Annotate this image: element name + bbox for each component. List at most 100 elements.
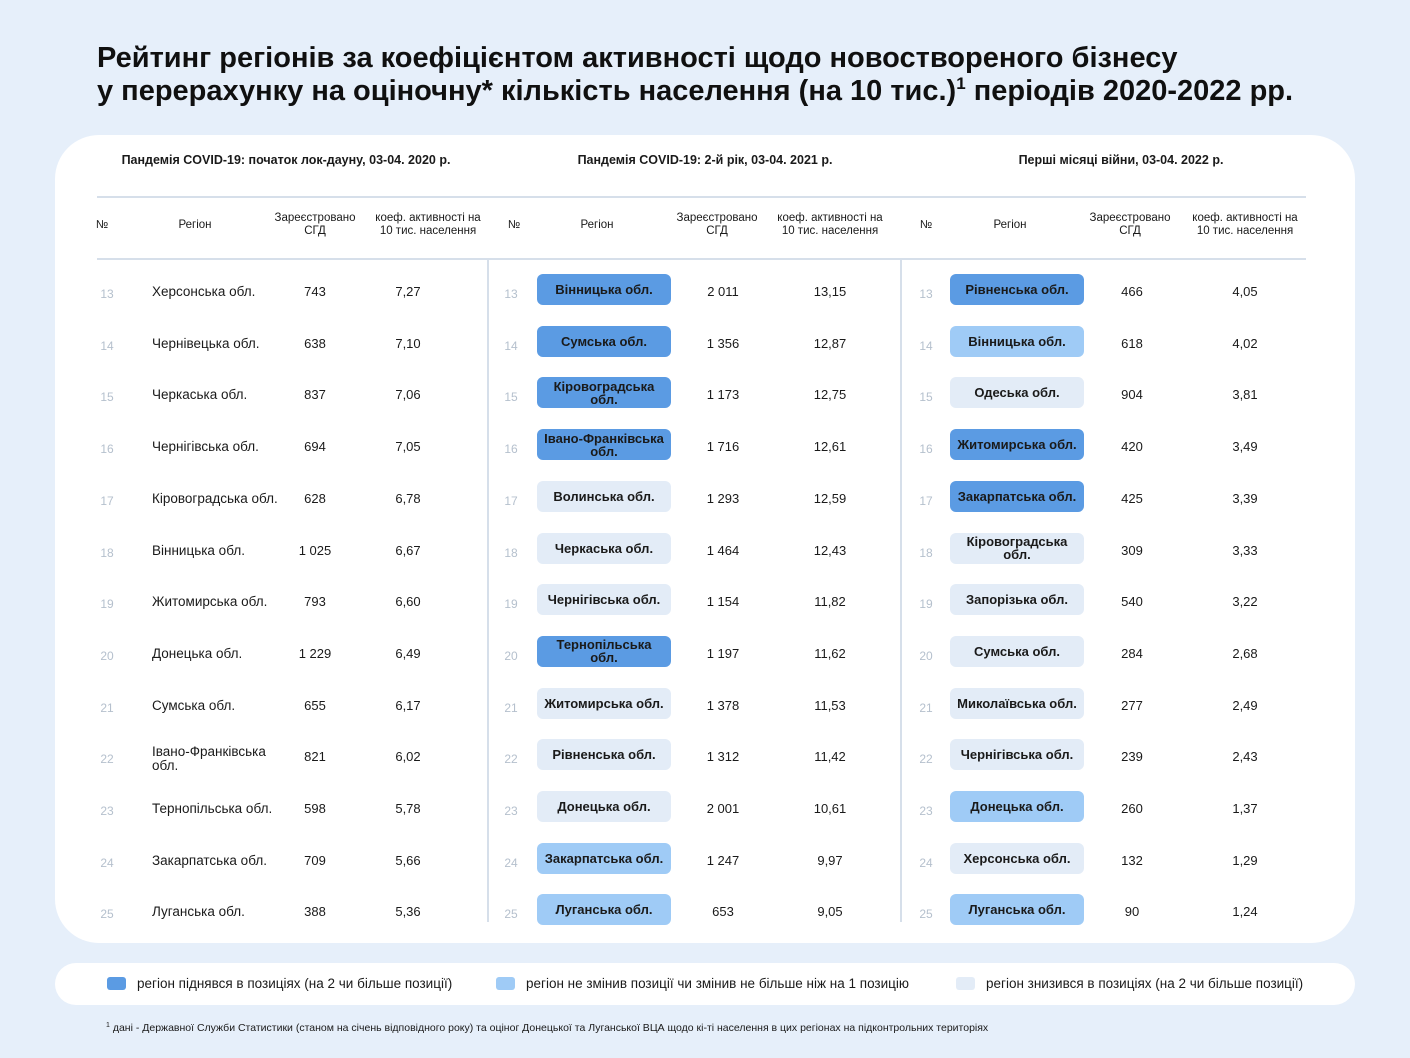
table-row-region: Черкаська обл. xyxy=(152,387,248,403)
table-row-coef: 11,53 xyxy=(814,697,846,713)
table-row-registered: 793 xyxy=(304,594,326,610)
table-row-region-badge: Кіровоградська обл. xyxy=(950,532,1084,564)
table-row-coef: 10,61 xyxy=(813,801,847,816)
col-header-registered: Зареєстровано СГД xyxy=(676,212,758,237)
col-header-coef: коеф. активності на 10 тис. населення xyxy=(777,212,883,237)
table-row-registered: 2 011 xyxy=(707,284,739,299)
table-row-registered: 1 464 xyxy=(706,542,740,558)
table-row-registered: 1 356 xyxy=(706,335,740,351)
table-row-region: Вінницька обл. xyxy=(152,542,245,558)
col-header-coef: коеф. активності на 10 тис. населення xyxy=(375,212,481,237)
header-divider-bottom xyxy=(97,258,1306,260)
table-row-registered: 653 xyxy=(712,904,734,920)
col-header-region: Регіон xyxy=(178,219,212,231)
table-row-coef: 4,02 xyxy=(1232,335,1258,351)
table-row-coef: 1,29 xyxy=(1232,852,1258,868)
title-line-2-post: періодів 2020-2022 рр. xyxy=(965,75,1294,107)
table-row-region-badge: Івано-Франківська обл. xyxy=(537,429,671,461)
table-row-registered: 132 xyxy=(1121,852,1143,868)
table-row-registered: 1 173 xyxy=(706,387,740,403)
table-row-coef: 5,78 xyxy=(395,801,421,816)
title-line-2-pre: у перерахунку на оціночну* кількість нас… xyxy=(97,75,957,107)
table-row-coef: 6,67 xyxy=(395,542,421,558)
table-row-rank: 21 xyxy=(100,700,114,715)
table-row-region-badge: Рівненська обл. xyxy=(537,739,671,771)
table-row-coef: 7,06 xyxy=(395,387,421,403)
table-row-coef: 6,60 xyxy=(395,594,421,610)
table-row-coef: 6,02 xyxy=(395,749,421,765)
title-footnote-mark: 1 xyxy=(956,74,966,93)
table-row-region-badge: Житомирська обл. xyxy=(537,687,671,719)
table-row-rank: 16 xyxy=(919,442,933,457)
table-row-region-badge: Луганська обл. xyxy=(950,894,1084,926)
footnote-text: дані - Державної Служби Статистики (стан… xyxy=(109,1022,989,1034)
table-row-rank: 25 xyxy=(100,907,114,922)
table-row-region-badge: Сумська обл. xyxy=(537,325,671,357)
table-row-region-badge: Вінницька обл. xyxy=(537,274,671,305)
table-row-rank: 23 xyxy=(100,804,114,818)
legend-item-down: регіон знизився в позиціях (на 2 чи біль… xyxy=(956,976,1303,991)
period-title-3: Перші місяці війни, 03-04. 2022 р. xyxy=(1018,153,1224,167)
table-row-registered: 425 xyxy=(1121,490,1143,506)
table-row-coef: 7,05 xyxy=(395,439,421,455)
period-title-2: Пандемія COVID-19: 2-й рік, 03-04. 2021 … xyxy=(577,153,833,167)
table-row-region-badge: Вінницька обл. xyxy=(950,325,1084,357)
table-row-registered: 540 xyxy=(1121,594,1143,610)
table-row-registered: 1 247 xyxy=(706,852,740,868)
table-row-coef: 12,61 xyxy=(813,439,847,455)
table-row-coef: 3,49 xyxy=(1232,439,1258,455)
table-row-rank: 20 xyxy=(504,648,518,663)
table-row-registered: 628 xyxy=(304,490,326,506)
table-row-rank: 14 xyxy=(919,338,933,353)
table-row-registered: 388 xyxy=(304,904,326,920)
table-row-coef: 12,87 xyxy=(813,335,847,351)
table-row-region: Закарпатська обл. xyxy=(152,852,267,868)
col-header-coef: коеф. активності на 10 тис. населення xyxy=(1192,212,1298,237)
table-row-coef: 11,82 xyxy=(814,594,846,610)
table-row-coef: 11,42 xyxy=(814,749,846,765)
table-row-rank: 22 xyxy=(504,752,518,767)
table-row-coef: 7,27 xyxy=(395,284,421,299)
table-row-rank: 24 xyxy=(504,855,518,870)
table-row-coef: 6,78 xyxy=(395,490,421,506)
table-row-region-badge: Сумська обл. xyxy=(950,635,1084,667)
table-row-registered: 904 xyxy=(1121,387,1143,403)
legend-item-same: регіон не змінив позиції чи змінив не бі… xyxy=(496,976,909,991)
table-row-registered: 709 xyxy=(304,852,326,868)
legend-label-up: регіон піднявся в позиціях (на 2 чи біль… xyxy=(137,976,453,991)
table-row-rank: 23 xyxy=(919,804,933,818)
period-separator-1 xyxy=(487,260,489,922)
period-separator-2 xyxy=(900,260,902,922)
table-row-registered: 1 197 xyxy=(706,645,740,661)
table-row-coef: 2,49 xyxy=(1232,697,1258,713)
col-header-num: № xyxy=(919,219,933,231)
table-row-registered: 638 xyxy=(304,335,326,351)
table-row-region: Луганська обл. xyxy=(152,904,245,920)
table-row-region: Сумська обл. xyxy=(152,697,236,713)
table-row-rank: 16 xyxy=(100,442,114,457)
table-row-rank: 19 xyxy=(504,597,518,612)
table-row-region-badge: Тернопільська обл. xyxy=(537,635,671,667)
table-row-registered: 239 xyxy=(1121,749,1143,765)
table-row-rank: 24 xyxy=(919,855,933,870)
table-row-rank: 21 xyxy=(504,700,518,715)
table-row-rank: 25 xyxy=(504,907,518,922)
table-row-coef: 3,81 xyxy=(1232,387,1258,403)
table-row-rank: 15 xyxy=(919,390,933,405)
table-row-registered: 277 xyxy=(1121,697,1143,713)
table-row-region-badge: Волинська обл. xyxy=(537,480,671,512)
footnote-mark: 1 xyxy=(106,1022,110,1029)
table-row-rank: 13 xyxy=(504,287,518,301)
table-row-rank: 19 xyxy=(100,597,114,612)
table-row-region-badge: Запорізька обл. xyxy=(950,584,1084,616)
table-row-rank: 18 xyxy=(919,545,933,560)
legend-swatch-down xyxy=(956,977,975,990)
table-row-rank: 14 xyxy=(504,338,518,353)
footnote: 1 дані - Державної Служби Статистики (ст… xyxy=(106,1022,988,1034)
table-row-rank: 20 xyxy=(919,648,933,663)
table-row-registered: 90 xyxy=(1124,904,1140,920)
table-row-region: Івано-Франківська обл. xyxy=(152,744,266,774)
table-row-coef: 4,05 xyxy=(1232,284,1258,299)
table-row-region-badge: Чернігівська обл. xyxy=(537,584,671,616)
table-row-coef: 7,10 xyxy=(395,335,421,351)
